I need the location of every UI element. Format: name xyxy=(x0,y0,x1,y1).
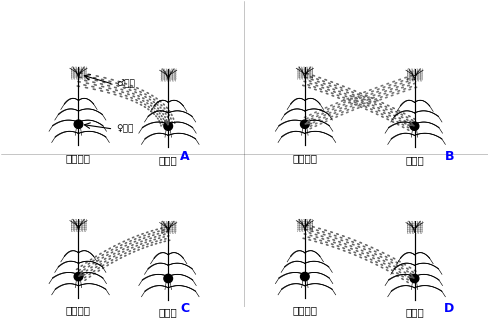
Circle shape xyxy=(300,273,308,281)
Circle shape xyxy=(74,273,82,281)
Circle shape xyxy=(409,274,418,283)
Text: 甜玉米: 甜玉米 xyxy=(159,307,177,317)
Text: B: B xyxy=(444,150,453,163)
Circle shape xyxy=(163,274,172,283)
Text: 非甜玉米: 非甜玉米 xyxy=(66,305,91,315)
Text: ♀花序: ♀花序 xyxy=(116,125,133,134)
Text: C: C xyxy=(180,301,189,315)
Circle shape xyxy=(163,122,172,130)
Text: 甜玉米: 甜玉米 xyxy=(159,155,177,165)
Circle shape xyxy=(74,120,82,128)
Text: A: A xyxy=(180,150,190,163)
Text: 非甜玉米: 非甜玉米 xyxy=(66,153,91,163)
Circle shape xyxy=(300,120,308,128)
Text: D: D xyxy=(444,301,454,315)
Text: 非甜玉米: 非甜玉米 xyxy=(292,153,317,163)
Circle shape xyxy=(409,122,418,130)
Text: 非甜玉米: 非甜玉米 xyxy=(292,305,317,315)
Text: 甜玉米: 甜玉米 xyxy=(405,155,423,165)
Text: 甜玉米: 甜玉米 xyxy=(405,307,423,317)
Text: ♂花序: ♂花序 xyxy=(116,80,135,89)
